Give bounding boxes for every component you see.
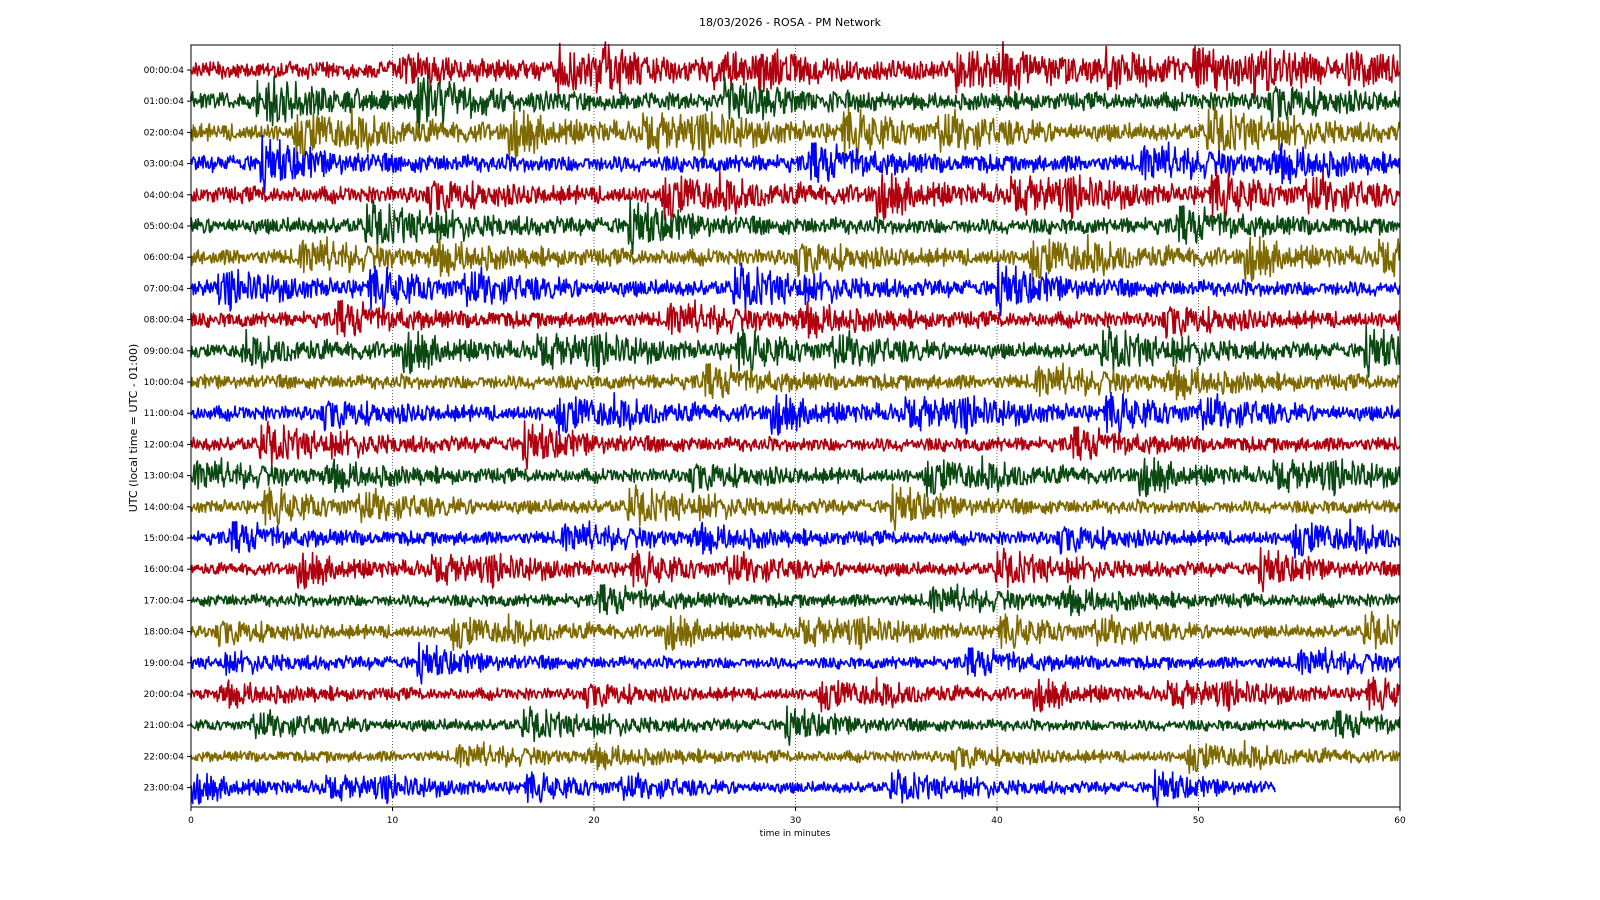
trace-row (190, 420, 1401, 470)
y-tick-label: 01:00:04 (144, 97, 185, 107)
x-tick-label: 0 (188, 816, 194, 826)
x-ticks: 0 10 20 30 40 50 60 (188, 807, 1406, 826)
y-tick-label: 19:00:04 (144, 659, 185, 669)
y-tick-label: 22:00:04 (144, 752, 185, 762)
trace-row (190, 391, 1401, 436)
trace-row (190, 134, 1401, 194)
trace-row (190, 299, 1401, 339)
y-tick-label: 21:00:04 (144, 721, 185, 731)
y-ticks: 00:00:04 01:00:04 02:00:04 03:00:04 04:00:04… (144, 66, 191, 794)
trace-row (190, 261, 1401, 317)
trace-row (190, 583, 1401, 617)
trace-row (190, 483, 1401, 532)
y-tick-label: 12:00:04 (144, 440, 185, 450)
x-tick-label: 20 (588, 816, 600, 826)
trace-row (190, 739, 1401, 774)
x-tick-label: 50 (1193, 816, 1205, 826)
y-tick-label: 08:00:04 (144, 316, 185, 326)
y-tick-label: 05:00:04 (144, 222, 185, 232)
x-tick-label: 10 (387, 816, 399, 826)
y-tick-label: 07:00:04 (144, 284, 185, 294)
trace-row (190, 325, 1401, 378)
y-tick-label: 14:00:04 (144, 503, 185, 513)
y-tick-label: 23:00:04 (144, 784, 185, 794)
chart-title: 18/03/2026 - ROSA - PM Network (699, 16, 882, 29)
trace-row (190, 676, 1401, 713)
y-tick-label: 17:00:04 (144, 596, 185, 606)
trace-row (190, 362, 1400, 401)
y-tick-label: 13:00:04 (144, 472, 185, 482)
x-tick-label: 60 (1394, 816, 1406, 826)
trace-row (190, 518, 1401, 559)
trace-row (190, 170, 1401, 221)
trace-row (190, 641, 1401, 685)
y-tick-label: 11:00:04 (144, 409, 185, 419)
x-tick-label: 40 (991, 816, 1003, 826)
y-tick-label: 03:00:04 (144, 160, 185, 170)
trace-row (190, 41, 1400, 99)
y-tick-label: 18:00:04 (144, 628, 185, 638)
y-tick-label: 04:00:04 (144, 191, 185, 201)
y-tick-label: 09:00:04 (144, 347, 185, 357)
y-tick-label: 00:00:04 (144, 66, 185, 76)
trace-row (190, 198, 1401, 255)
y-tick-label: 10:00:04 (144, 378, 185, 388)
trace-row (190, 74, 1401, 131)
trace-row (190, 705, 1401, 746)
trace-row (190, 546, 1401, 593)
trace-row (190, 610, 1401, 651)
trace-row (190, 233, 1401, 282)
trace-group (190, 41, 1401, 808)
x-tick-label: 30 (790, 816, 802, 826)
trace-row (190, 768, 1276, 808)
x-axis-label: time in minutes (760, 829, 831, 839)
trace-row (190, 455, 1401, 498)
y-tick-label: 20:00:04 (144, 690, 185, 700)
y-tick-label: 15:00:04 (144, 534, 185, 544)
y-tick-label: 16:00:04 (144, 565, 185, 575)
y-tick-label: 06:00:04 (144, 253, 185, 263)
trace-row (190, 104, 1401, 159)
y-axis-label: UTC (local time = UTC - 01:00) (127, 344, 140, 513)
y-tick-label: 02:00:04 (144, 128, 185, 138)
